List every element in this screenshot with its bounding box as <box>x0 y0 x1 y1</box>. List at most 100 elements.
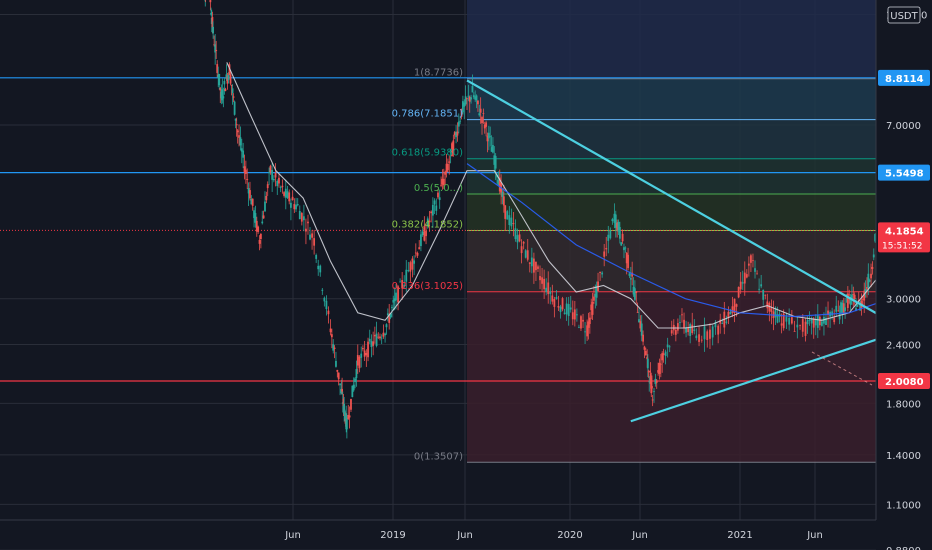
candle-body <box>307 221 309 224</box>
candle-body <box>655 380 658 383</box>
fib-level-label: 0.382(4.1852) <box>392 219 464 230</box>
candle-body <box>567 304 570 317</box>
candle-body <box>379 336 381 339</box>
candle-body <box>431 204 434 216</box>
candle-body <box>456 131 459 136</box>
candle-body <box>215 49 218 51</box>
candle-body <box>801 319 804 332</box>
candle-body <box>249 190 251 199</box>
candle-body <box>816 315 819 328</box>
candle-body <box>435 205 438 211</box>
candle-body <box>739 281 742 290</box>
candle-body <box>514 228 517 240</box>
candle-body <box>225 74 228 80</box>
candle-body <box>355 369 358 378</box>
candle-body <box>373 334 376 337</box>
candle-body <box>474 96 477 100</box>
candle-body <box>785 316 788 322</box>
candle-body <box>666 344 669 348</box>
candle-body <box>347 414 350 419</box>
candle-body <box>679 322 681 323</box>
candle-body <box>367 341 369 358</box>
candle-body <box>251 198 254 206</box>
candle-body <box>651 399 654 401</box>
candle-body <box>342 398 345 407</box>
candle-body <box>633 288 636 300</box>
candle-body <box>700 339 703 341</box>
candle-body <box>594 293 597 297</box>
candle-body <box>254 212 257 223</box>
candle-body <box>319 265 322 273</box>
candle-body <box>217 74 220 78</box>
candle-body <box>313 238 316 246</box>
candle-body <box>737 286 740 298</box>
candle-body <box>468 96 471 102</box>
candle-body <box>756 273 758 275</box>
fib-zone <box>467 193 876 231</box>
candle-body <box>286 191 289 198</box>
candle-body <box>810 318 813 324</box>
candle-body <box>863 290 866 301</box>
candle-body <box>855 308 857 311</box>
fib-level-label: 0.5(5.0...) <box>414 183 463 194</box>
candle-body <box>545 287 548 292</box>
candle-body <box>463 102 466 107</box>
candle-body <box>563 312 566 314</box>
candle-body <box>852 294 855 295</box>
candle-body <box>246 179 249 180</box>
candle-body <box>485 122 488 127</box>
candle-body <box>586 325 589 337</box>
candle-body <box>222 96 225 99</box>
candle-body <box>460 108 463 117</box>
candle-body <box>623 247 625 251</box>
price-axis-background <box>876 0 932 550</box>
candle-body <box>846 293 849 308</box>
candle-body <box>508 215 511 226</box>
candle-body <box>475 95 478 101</box>
candle-body <box>336 369 339 372</box>
fib-zone <box>467 230 876 292</box>
candle-body <box>859 302 862 311</box>
candle-body <box>643 346 646 350</box>
candle-body <box>281 185 284 188</box>
candle-body <box>354 378 356 383</box>
candle-body <box>497 179 500 186</box>
candle-body <box>253 210 255 219</box>
candle-body <box>391 307 393 308</box>
candle-body <box>861 299 864 301</box>
candle-body <box>664 351 667 356</box>
candle-body <box>467 95 470 97</box>
current-price-tag-background <box>878 222 930 253</box>
candle-body <box>380 337 383 339</box>
candle-body <box>689 324 692 337</box>
candle-body <box>537 266 539 269</box>
candle-body <box>812 318 815 328</box>
candle-body <box>210 13 212 15</box>
candle-body <box>433 200 436 205</box>
candle-body <box>646 358 649 369</box>
candle-body <box>492 145 494 153</box>
candle-body <box>651 386 653 389</box>
candle-body <box>327 310 330 315</box>
candle-body <box>489 136 492 138</box>
x-tick-label: Jun <box>806 530 823 541</box>
candle-body <box>425 231 427 237</box>
candle-body <box>649 371 651 373</box>
candle-body <box>668 346 671 348</box>
candle-body <box>569 307 572 310</box>
fib-level-label: 0.236(3.1025) <box>392 281 464 292</box>
candle-body <box>706 331 709 341</box>
candle-body <box>365 352 368 356</box>
candle-body <box>725 321 728 323</box>
candle-body <box>296 204 299 206</box>
candle-body <box>407 270 410 272</box>
candle-body <box>588 317 591 324</box>
candle-body <box>276 180 279 187</box>
candle-body <box>459 120 462 122</box>
candle-body <box>578 326 580 328</box>
candle-body <box>874 234 877 242</box>
candle-body <box>837 310 840 312</box>
fib-zone <box>467 158 876 194</box>
